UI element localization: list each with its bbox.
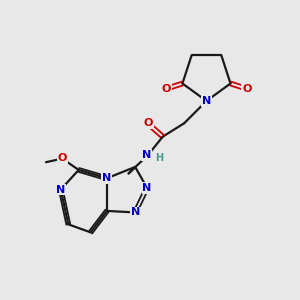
Text: N: N: [130, 207, 140, 218]
Text: N: N: [142, 150, 151, 160]
Text: N: N: [102, 173, 112, 183]
Text: H: H: [155, 153, 163, 163]
Text: O: O: [58, 153, 67, 163]
Text: N: N: [56, 184, 65, 194]
Text: O: O: [161, 84, 171, 94]
Text: O: O: [144, 118, 153, 128]
Text: N: N: [202, 96, 211, 106]
Text: N: N: [142, 183, 152, 193]
Text: O: O: [242, 84, 252, 94]
